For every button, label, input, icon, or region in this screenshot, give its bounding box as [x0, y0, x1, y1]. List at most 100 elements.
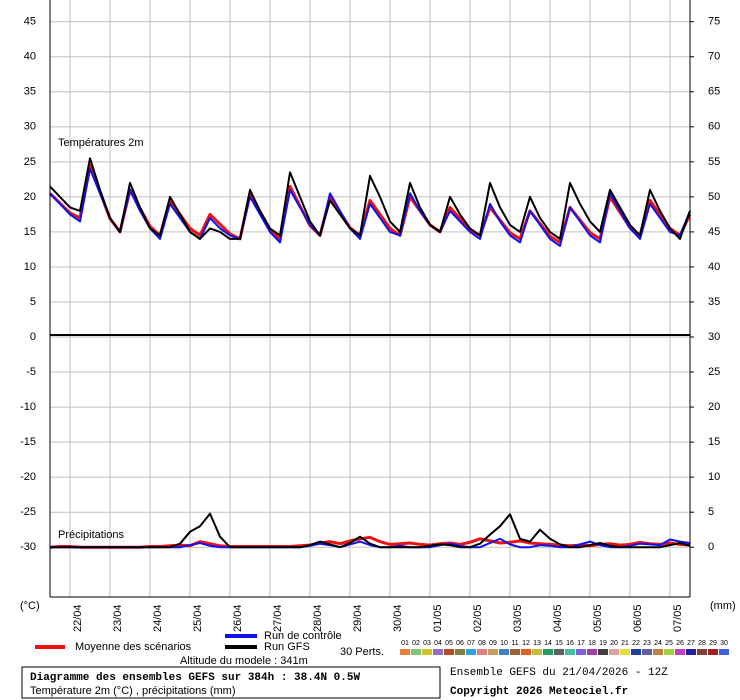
perturbation-swatch [642, 649, 652, 655]
perturbation-label: 07 [467, 640, 475, 647]
panel-title: Précipitations [58, 529, 125, 541]
x-tick-label: 23/04 [112, 604, 124, 632]
y2-tick-label: 60 [708, 121, 720, 133]
perturbation-label: 21 [621, 640, 629, 647]
x-tick-label: 01/05 [432, 604, 444, 632]
y2-tick-label: 40 [708, 261, 720, 273]
x-tick-label: 22/04 [72, 604, 84, 632]
grid [50, 0, 690, 597]
perturbation-swatch [444, 649, 454, 655]
perturbation-label: 14 [544, 640, 552, 647]
y2-tick-label: 65 [708, 86, 720, 98]
perturbation-swatch [510, 649, 520, 655]
perturbation-swatch [455, 649, 465, 655]
perturbation-label: 03 [423, 640, 431, 647]
perturbation-label: 22 [632, 640, 640, 647]
perturbation-swatch [488, 649, 498, 655]
perturbations-label: 30 Perts. [340, 646, 384, 658]
y2-tick-label: 45 [708, 226, 720, 238]
perturbation-label: 26 [676, 640, 684, 647]
altitude: Altitude du modele : 341m [180, 655, 308, 667]
y-tick-label: 25 [24, 156, 36, 168]
footer-title: Diagramme des ensembles GEFS sur 384h : … [30, 672, 360, 684]
y2-axis-unit: (mm) [710, 600, 736, 612]
perturbation-label: 04 [434, 640, 442, 647]
perturbation-label: 17 [577, 640, 585, 647]
perturbation-label: 06 [456, 640, 464, 647]
x-tick-label: 29/04 [352, 604, 364, 632]
perturbation-swatch [609, 649, 619, 655]
perturbation-label: 10 [500, 640, 508, 647]
perturbation-label: 30 [720, 640, 728, 647]
x-tick-label: 02/05 [472, 604, 484, 632]
run-info: Ensemble GEFS du 21/04/2026 - 12Z [450, 667, 668, 679]
perturbation-swatch [686, 649, 696, 655]
perturbation-label: 05 [445, 640, 453, 647]
footer-subtitle: Température 2m (°C) , précipitations (mm… [30, 685, 236, 697]
perturbation-swatch [576, 649, 586, 655]
series-line [49, 157, 691, 240]
y-tick-label: 20 [24, 191, 36, 203]
x-tick-label: 28/04 [312, 604, 324, 632]
legend-label: Run de contrôle [264, 630, 342, 642]
perturbation-swatch [719, 649, 729, 655]
perturbation-swatch [598, 649, 608, 655]
perturbation-label: 19 [599, 640, 607, 647]
x-tick-label: 24/04 [152, 604, 164, 632]
y2-tick-label: 30 [708, 331, 720, 343]
y-tick-label: -5 [26, 366, 36, 378]
y-tick-label: 45 [24, 16, 36, 28]
perturbation-label: 24 [654, 640, 662, 647]
perturbation-swatch [631, 649, 641, 655]
y-tick-label: -10 [20, 401, 36, 413]
perturbation-swatch [532, 649, 542, 655]
perturbation-label: 28 [698, 640, 706, 647]
perturbation-label: 15 [555, 640, 563, 647]
y-tick-label: 15 [24, 226, 36, 238]
x-tick-label: 07/05 [672, 604, 684, 632]
y-tick-label: -25 [20, 506, 36, 518]
perturbation-swatch [664, 649, 674, 655]
y-tick-label: 30 [24, 121, 36, 133]
y-tick-label: 35 [24, 86, 36, 98]
y2-tick-label: 5 [708, 506, 714, 518]
perturbation-label: 29 [709, 640, 717, 647]
y-tick-label: -15 [20, 436, 36, 448]
y2-tick-label: 0 [708, 541, 714, 553]
y2-tick-label: 55 [708, 156, 720, 168]
series-line [49, 167, 691, 247]
perturbation-swatch [675, 649, 685, 655]
y-tick-label: 0 [30, 331, 36, 343]
perturbation-swatch [477, 649, 487, 655]
perturbation-label: 12 [522, 640, 530, 647]
perturbation-label: 18 [588, 640, 596, 647]
x-tick-label: 03/05 [512, 604, 524, 632]
perturbation-swatch [543, 649, 553, 655]
info-box [21, 666, 441, 699]
y2-tick-label: 50 [708, 191, 720, 203]
data [48, 157, 692, 549]
perturbation-swatch [466, 649, 476, 655]
x-tick-label: 27/04 [272, 604, 284, 632]
perturbation-swatch [521, 649, 531, 655]
y2-tick-label: 15 [708, 436, 720, 448]
perturbation-swatch [554, 649, 564, 655]
perturbation-swatch [422, 649, 432, 655]
y-tick-label: -20 [20, 471, 36, 483]
perturbation-swatch [697, 649, 707, 655]
panel-title: Températures 2m [58, 137, 144, 149]
perturbation-label: 11 [511, 640, 518, 647]
legend-label: Moyenne des scénarios [75, 641, 192, 653]
perturbation-label: 16 [566, 640, 574, 647]
x-tick-label: 04/05 [552, 604, 564, 632]
perturbation-swatch [565, 649, 575, 655]
perturbation-swatch [499, 649, 509, 655]
y-axis-unit: (°C) [20, 600, 40, 612]
perturbation-label: 01 [401, 640, 409, 647]
y-tick-label: 10 [24, 261, 36, 273]
x-tick-label: 05/05 [592, 604, 604, 632]
perturbation-label: 02 [412, 640, 420, 647]
perturbation-swatch [411, 649, 421, 655]
